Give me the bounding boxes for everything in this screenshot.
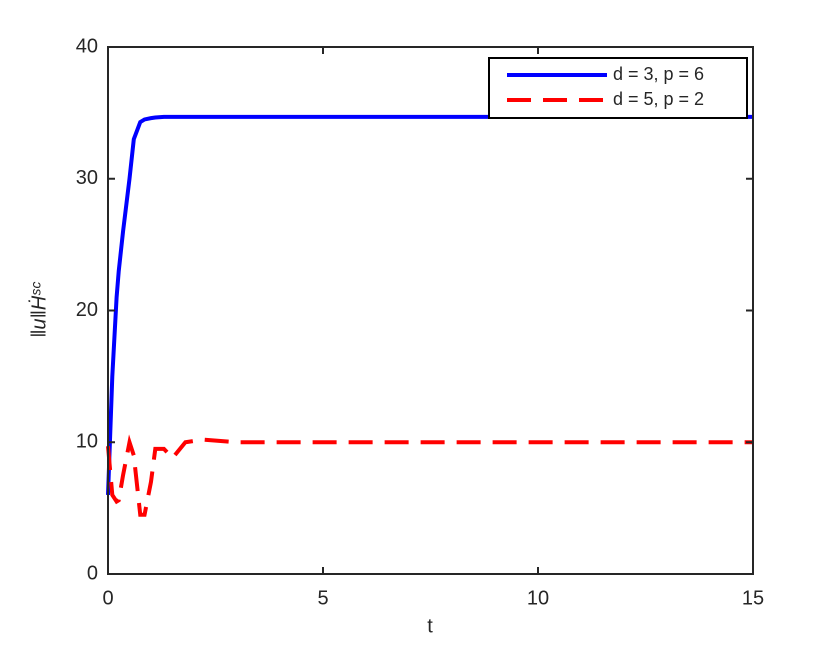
legend-label: d = 5, p = 2 [613,89,704,109]
legend-label: d = 3, p = 6 [613,64,704,84]
x-tick-label: 5 [317,587,328,609]
y-tick-label: 0 [87,562,98,584]
series-line [106,114,753,496]
x-tick-label: 10 [527,587,549,609]
x-tick-label: 0 [102,587,113,609]
y-tick-label: 10 [76,431,98,453]
y-tick-label: 40 [76,35,98,57]
y-axis-label: ‖u‖Ḣˢᶜ [28,281,50,338]
y-tick-label: 30 [76,167,98,189]
legend-box [488,57,748,119]
x-tick-label: 15 [742,587,764,609]
series-line [106,434,753,517]
y-tick-label: 20 [76,299,98,321]
x-axis-label: t [427,615,433,637]
